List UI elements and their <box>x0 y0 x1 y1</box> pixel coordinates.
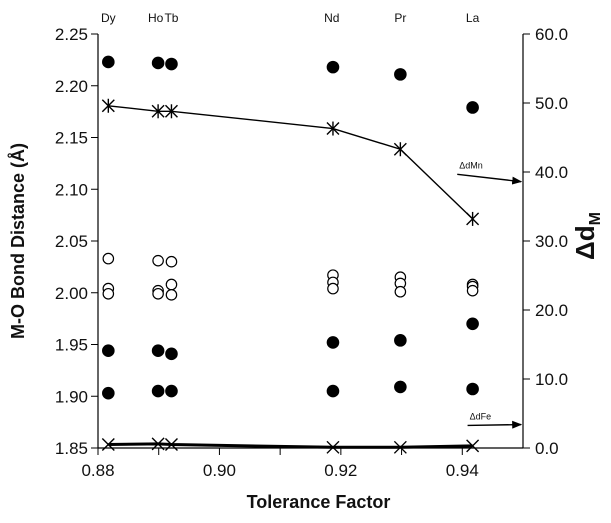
asterisk-point <box>151 104 165 119</box>
y2-axis-title: ΔdM <box>570 212 604 260</box>
open-circle-point <box>165 289 178 301</box>
filled-circle-point <box>466 101 479 114</box>
x-point <box>326 440 340 454</box>
filled-circle-point <box>151 384 165 398</box>
filled-circle-point <box>326 384 340 398</box>
filled-circle-point <box>165 347 178 361</box>
element-label: Tb <box>164 11 178 25</box>
filled-circle-point <box>326 336 340 349</box>
filled-circle-point <box>102 344 115 358</box>
x-axis-title: Tolerance Factor <box>247 492 391 512</box>
x-tick-label: 0.94 <box>446 461 479 480</box>
filled-circle-point <box>165 57 178 71</box>
y-tick-label: 1.95 <box>55 336 88 355</box>
open-circle-point <box>165 255 178 268</box>
annotation-arrow <box>467 420 523 429</box>
annotation-arrow <box>457 173 523 185</box>
y2-tick-label: 20.0 <box>535 301 568 320</box>
x-point <box>101 438 115 452</box>
series-line <box>108 105 474 220</box>
filled-circle-point <box>151 344 165 358</box>
x-tick-label: 0.88 <box>81 461 114 480</box>
filled-circle-point <box>394 68 407 81</box>
y-tick-label: 2.10 <box>55 180 88 199</box>
filled-circle-point <box>326 60 340 74</box>
element-label: La <box>466 11 480 25</box>
y2-tick-label: 30.0 <box>535 232 568 251</box>
filled-circle-point <box>466 382 479 396</box>
open-circle-point <box>394 285 407 298</box>
asterisk-point <box>466 211 480 226</box>
x-point <box>393 440 407 454</box>
filled-circle-point <box>394 380 407 394</box>
y2-tick-label: 50.0 <box>535 94 568 113</box>
x-tick-label: 0.92 <box>324 461 357 480</box>
open-circle-point <box>102 252 115 265</box>
x-point <box>151 437 165 451</box>
open-circle-point <box>152 287 164 300</box>
y2-tick-label: 60.0 <box>535 25 568 44</box>
y-tick-label: 2.00 <box>55 284 88 303</box>
annotation-label: ΔdFe <box>470 411 492 421</box>
asterisk-point <box>393 142 407 157</box>
x-point <box>164 438 178 452</box>
y-tick-label: 2.25 <box>55 25 88 44</box>
x-point <box>466 439 480 453</box>
filled-circle-point <box>102 386 115 400</box>
y-tick-label: 2.15 <box>55 129 88 148</box>
filled-circle-point <box>165 384 178 398</box>
element-label: Dy <box>101 11 116 25</box>
element-label: Pr <box>394 11 406 25</box>
y2-tick-label: 0.0 <box>535 439 559 458</box>
y2-tick-label: 40.0 <box>535 163 568 182</box>
y2-tick-label: 10.0 <box>535 370 568 389</box>
open-circle-point <box>165 278 178 291</box>
asterisk-point <box>326 121 340 136</box>
filled-circle-point <box>466 317 479 331</box>
asterisk-point <box>101 98 115 113</box>
y-tick-label: 1.85 <box>55 439 88 458</box>
open-circle-point <box>327 282 339 295</box>
y-tick-label: 2.05 <box>55 232 88 251</box>
element-label: Nd <box>324 11 339 25</box>
y-tick-label: 1.90 <box>55 387 88 406</box>
open-circle-point <box>102 287 115 300</box>
y-tick-label: 2.20 <box>55 77 88 96</box>
filled-circle-point <box>151 56 165 70</box>
element-label: Ho <box>148 11 164 25</box>
annotation-label: ΔdMn <box>459 160 483 170</box>
y-axis-title: M-O Bond Distance (Å) <box>8 143 28 339</box>
open-circle-point <box>466 284 479 297</box>
series-line <box>108 442 473 449</box>
filled-circle-point <box>102 55 115 69</box>
x-tick-label: 0.90 <box>203 461 236 480</box>
filled-circle-point <box>394 334 407 347</box>
open-circle-point <box>152 254 164 267</box>
asterisk-point <box>164 104 178 119</box>
